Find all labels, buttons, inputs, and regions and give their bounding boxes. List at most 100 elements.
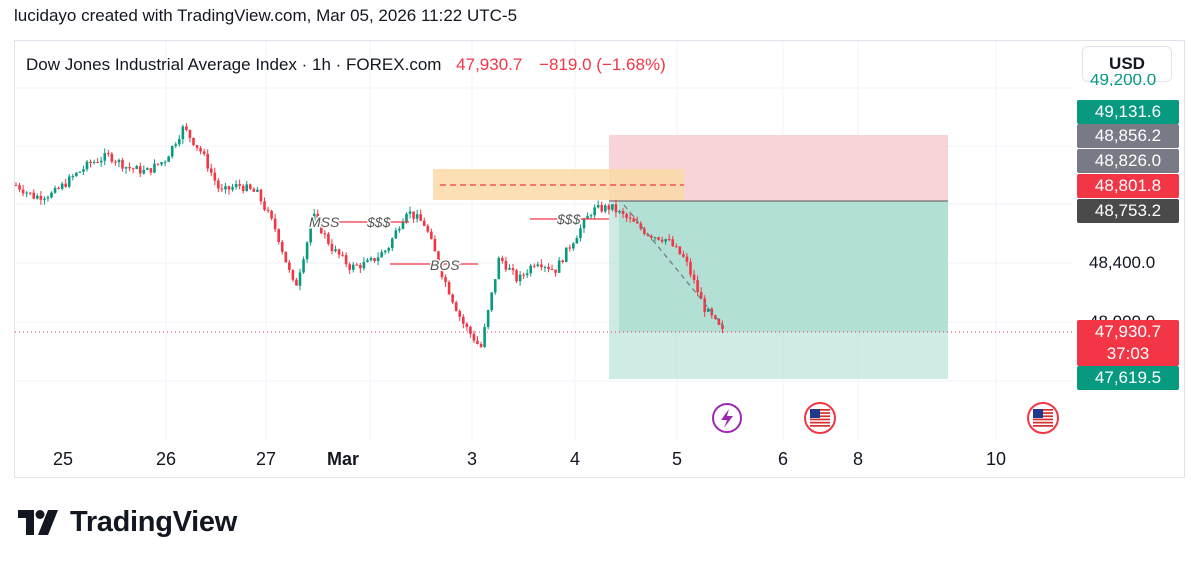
candle-body <box>252 188 256 192</box>
candle-body <box>650 235 653 238</box>
candle-body <box>138 166 142 174</box>
candle-body <box>518 274 522 282</box>
candle-body <box>451 294 454 303</box>
candle-body <box>302 259 305 273</box>
candle-body <box>110 153 114 162</box>
candle-body <box>632 218 635 222</box>
candle-body <box>146 168 149 170</box>
candle-body <box>479 343 483 347</box>
candle-body <box>295 279 298 286</box>
candle-body <box>280 241 284 252</box>
time-label-6: 6 <box>777 449 789 469</box>
candle-body <box>341 254 344 256</box>
candle-body <box>717 318 721 325</box>
tradingview-logo[interactable]: TradingView <box>18 506 237 539</box>
candle-body <box>174 144 178 146</box>
candle-body <box>181 126 185 140</box>
candle-body <box>511 268 515 271</box>
candle-body <box>614 204 618 213</box>
candle-body <box>170 145 174 157</box>
candle-body <box>490 292 493 311</box>
candle-body <box>99 160 103 163</box>
candle-body <box>504 260 508 270</box>
time-label-8: 8 <box>852 449 864 469</box>
liquidity-label-right: $$$ <box>556 211 581 227</box>
candle-body <box>483 327 486 347</box>
candle-body <box>64 183 67 187</box>
candle-body <box>493 279 497 293</box>
candle-body <box>415 214 419 219</box>
candle-body <box>288 262 291 270</box>
candle-body <box>362 262 366 269</box>
candle-body <box>21 189 25 194</box>
candle-body <box>334 249 337 252</box>
candle-body <box>89 161 92 163</box>
tradingview-logo-icon <box>18 509 58 535</box>
candle-body <box>369 258 373 261</box>
candle-body <box>163 161 167 163</box>
candle-body <box>604 205 607 212</box>
currency-button[interactable]: USD <box>1082 46 1172 82</box>
candle-body <box>398 228 401 231</box>
candle-body <box>618 210 621 213</box>
candle-body <box>579 228 582 239</box>
candle-body <box>231 187 234 190</box>
time-label-25: 25 <box>52 449 74 469</box>
flag-stripe <box>810 421 830 424</box>
candle-body <box>692 274 696 281</box>
candle-body <box>486 310 490 328</box>
candle-body <box>43 198 46 200</box>
candle-body <box>39 195 43 200</box>
candle-body <box>664 239 667 242</box>
candle-body <box>217 180 220 189</box>
candle-body <box>628 217 632 219</box>
candle-body <box>444 277 447 283</box>
candle-body <box>682 254 685 257</box>
candle-body <box>309 227 312 243</box>
candle-body <box>67 176 71 187</box>
candle-body <box>671 239 675 247</box>
candle-body <box>185 126 188 130</box>
candle-body <box>391 238 394 249</box>
price-tag-3: 48,826.0 <box>1077 149 1179 173</box>
candle-body <box>96 161 99 163</box>
brand-name: TradingView <box>70 506 237 538</box>
flag-stripe <box>810 418 830 421</box>
candle-body <box>554 269 557 273</box>
candle-body <box>593 207 596 216</box>
liquidity-label-left: $$$ <box>366 214 391 230</box>
candle-body <box>476 340 479 344</box>
candle-body <box>206 153 209 169</box>
candle-body <box>447 282 451 295</box>
candle-body <box>561 260 564 263</box>
candle-body <box>131 168 135 170</box>
candle-body <box>224 186 227 190</box>
candle-body <box>596 205 600 208</box>
target-price-tag: 47,619.5 <box>1077 366 1179 390</box>
candle-body <box>245 184 249 191</box>
candle-body <box>643 228 646 235</box>
candle-body <box>78 171 82 173</box>
candle-body <box>401 221 405 229</box>
candle-body <box>50 192 53 198</box>
candle-body <box>419 214 422 221</box>
candle-body <box>568 247 572 249</box>
candle-body <box>60 183 64 189</box>
time-label-5: 5 <box>671 449 683 469</box>
candle-body <box>703 298 706 312</box>
candle-body <box>557 260 561 273</box>
candle-body <box>327 233 330 244</box>
candle-body <box>582 219 586 229</box>
candle-body <box>462 316 465 324</box>
candle-body <box>721 324 724 330</box>
lightning-icon-bolt <box>721 409 733 428</box>
candle-body <box>547 266 550 269</box>
candle-body <box>291 269 295 280</box>
candle-body <box>156 163 160 165</box>
candle-body <box>128 167 131 169</box>
candle-body <box>380 252 383 258</box>
candle-body <box>124 167 128 169</box>
candle-body <box>305 242 309 260</box>
us-flag-icon <box>1027 402 1059 434</box>
